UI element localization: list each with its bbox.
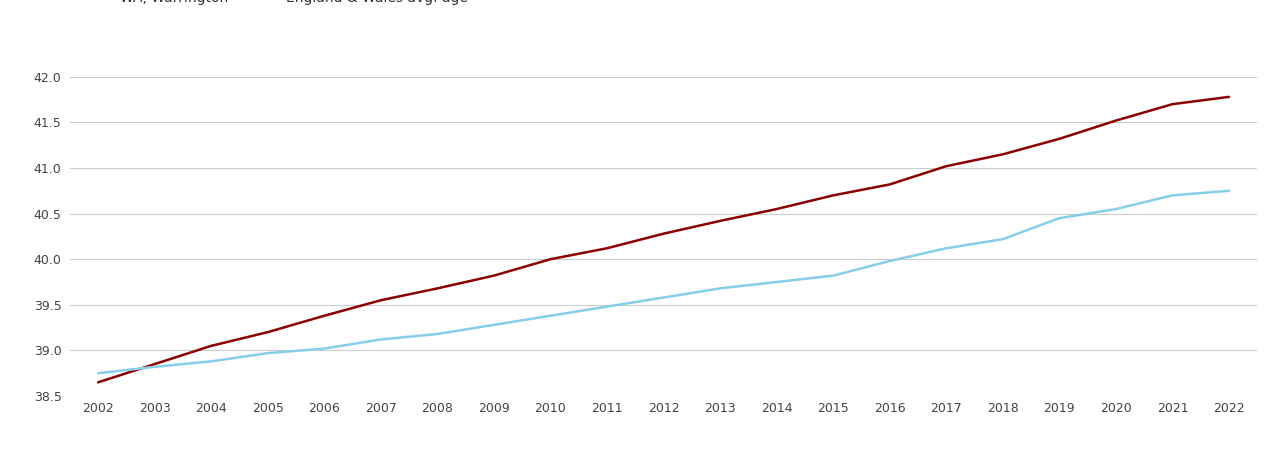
England & Wales avg. age <box>90 370 105 376</box>
England & Wales avg. age <box>429 331 444 337</box>
Legend: WA, Warrington, England & Wales avg. age: WA, Warrington, England & Wales avg. age <box>76 0 474 11</box>
WA, Warrington <box>655 231 671 236</box>
WA, Warrington <box>826 193 841 198</box>
England & Wales avg. age <box>542 313 558 319</box>
WA, Warrington <box>1109 118 1124 123</box>
WA, Warrington <box>939 163 954 169</box>
WA, Warrington <box>90 380 105 385</box>
England & Wales avg. age <box>996 236 1011 242</box>
WA, Warrington <box>770 207 785 212</box>
England & Wales avg. age <box>1222 188 1237 194</box>
WA, Warrington <box>486 273 502 278</box>
WA, Warrington <box>147 361 163 367</box>
England & Wales avg. age <box>203 359 218 364</box>
WA, Warrington <box>599 246 615 251</box>
England & Wales avg. age <box>260 351 276 356</box>
England & Wales avg. age <box>373 337 389 342</box>
England & Wales avg. age <box>1052 216 1067 221</box>
England & Wales avg. age <box>599 304 615 309</box>
WA, Warrington <box>883 182 898 187</box>
WA, Warrington <box>542 256 558 262</box>
WA, Warrington <box>429 286 444 291</box>
WA, Warrington <box>203 343 218 349</box>
England & Wales avg. age <box>486 322 502 328</box>
England & Wales avg. age <box>826 273 841 278</box>
WA, Warrington <box>1165 101 1180 107</box>
WA, Warrington <box>1222 94 1237 99</box>
England & Wales avg. age <box>1165 193 1180 198</box>
England & Wales avg. age <box>655 295 671 300</box>
Line: WA, Warrington: WA, Warrington <box>98 97 1229 382</box>
Line: England & Wales avg. age: England & Wales avg. age <box>98 191 1229 373</box>
England & Wales avg. age <box>316 346 331 351</box>
England & Wales avg. age <box>770 279 785 285</box>
WA, Warrington <box>996 152 1011 157</box>
WA, Warrington <box>712 218 728 224</box>
England & Wales avg. age <box>712 286 728 291</box>
WA, Warrington <box>373 297 389 303</box>
WA, Warrington <box>260 329 276 335</box>
England & Wales avg. age <box>1109 207 1124 212</box>
England & Wales avg. age <box>147 364 163 369</box>
England & Wales avg. age <box>883 258 898 264</box>
WA, Warrington <box>316 313 331 319</box>
England & Wales avg. age <box>939 246 954 251</box>
WA, Warrington <box>1052 136 1067 141</box>
